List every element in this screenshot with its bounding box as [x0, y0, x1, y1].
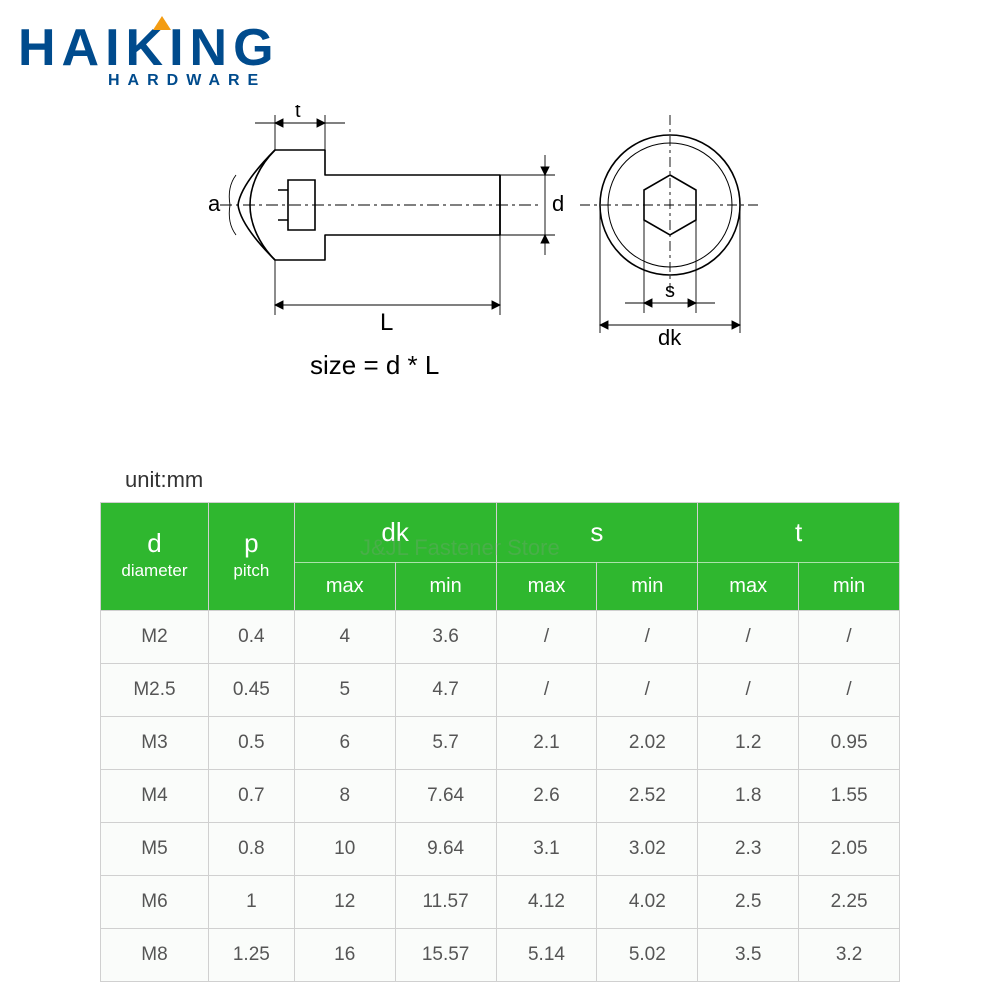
cell-s_min: /	[597, 664, 698, 717]
cell-d: M4	[101, 770, 209, 823]
logo-accent-icon	[153, 16, 171, 30]
cell-t_max: 1.8	[698, 770, 799, 823]
dim-dk-label: dk	[658, 325, 682, 350]
cell-p: 0.7	[208, 770, 294, 823]
col-p-sub: pitch	[209, 559, 294, 591]
cell-dk_max: 16	[294, 929, 395, 982]
logo-main-text: HAIKING	[18, 18, 280, 78]
cell-t_min: 1.55	[799, 770, 900, 823]
cell-s_min: /	[597, 611, 698, 664]
col-dk-max: max	[294, 563, 395, 611]
col-d-sub: diameter	[101, 559, 208, 591]
cell-s_max: 5.14	[496, 929, 597, 982]
cell-s_max: 2.1	[496, 717, 597, 770]
cell-t_min: /	[799, 611, 900, 664]
table-row: M40.787.642.62.521.81.55	[101, 770, 900, 823]
cell-d: M8	[101, 929, 209, 982]
unit-label: unit:mm	[125, 467, 203, 493]
col-d-main: d	[147, 528, 161, 558]
cell-s_min: 2.02	[597, 717, 698, 770]
col-s-min: min	[597, 563, 698, 611]
cell-s_max: /	[496, 664, 597, 717]
cell-d: M5	[101, 823, 209, 876]
dim-l-label: L	[380, 309, 393, 336]
dim-a-label: a	[208, 191, 221, 216]
dim-s-label: s	[665, 280, 675, 302]
cell-t_max: 2.3	[698, 823, 799, 876]
col-t-max: max	[698, 563, 799, 611]
dim-t-label: t	[295, 105, 301, 122]
logo-text: HAIKING	[18, 19, 280, 77]
cell-p: 0.4	[208, 611, 294, 664]
cell-p: 0.5	[208, 717, 294, 770]
cell-p: 1.25	[208, 929, 294, 982]
col-p-main: p	[244, 528, 258, 558]
table-row: M81.251615.575.145.023.53.2	[101, 929, 900, 982]
cell-s_min: 3.02	[597, 823, 698, 876]
cell-p: 0.8	[208, 823, 294, 876]
cell-dk_min: 5.7	[395, 717, 496, 770]
col-dk-min: min	[395, 563, 496, 611]
cell-dk_min: 15.57	[395, 929, 496, 982]
cell-d: M3	[101, 717, 209, 770]
cell-t_max: 3.5	[698, 929, 799, 982]
cell-p: 1	[208, 876, 294, 929]
cell-dk_max: 8	[294, 770, 395, 823]
cell-s_max: 2.6	[496, 770, 597, 823]
dim-d-label: d	[552, 191, 564, 216]
cell-d: M6	[101, 876, 209, 929]
col-s-max: max	[496, 563, 597, 611]
col-s-header: s	[496, 503, 698, 563]
cell-dk_max: 4	[294, 611, 395, 664]
cell-t_max: 1.2	[698, 717, 799, 770]
cell-s_max: 3.1	[496, 823, 597, 876]
cell-dk_max: 10	[294, 823, 395, 876]
col-t-min: min	[799, 563, 900, 611]
cell-t_min: 2.25	[799, 876, 900, 929]
cell-t_min: 2.05	[799, 823, 900, 876]
cell-dk_min: 4.7	[395, 664, 496, 717]
cell-t_max: /	[698, 664, 799, 717]
cell-dk_max: 5	[294, 664, 395, 717]
cell-t_max: /	[698, 611, 799, 664]
screw-diagram: a t L d	[200, 105, 800, 395]
col-p-header: p pitch	[208, 503, 294, 611]
cell-t_min: /	[799, 664, 900, 717]
cell-s_max: 4.12	[496, 876, 597, 929]
table-row: M30.565.72.12.021.20.95	[101, 717, 900, 770]
cell-s_min: 5.02	[597, 929, 698, 982]
col-d-header: d diameter	[101, 503, 209, 611]
cell-dk_max: 6	[294, 717, 395, 770]
table-body: M20.443.6////M2.50.4554.7////M30.565.72.…	[101, 611, 900, 982]
cell-dk_min: 3.6	[395, 611, 496, 664]
table-header: d diameter p pitch dk s t max min max mi…	[101, 503, 900, 611]
cell-d: M2.5	[101, 664, 209, 717]
cell-t_min: 3.2	[799, 929, 900, 982]
col-dk-header: dk	[294, 503, 496, 563]
table-row: M2.50.4554.7////	[101, 664, 900, 717]
cell-dk_min: 11.57	[395, 876, 496, 929]
table-row: M20.443.6////	[101, 611, 900, 664]
cell-s_max: /	[496, 611, 597, 664]
cell-s_min: 2.52	[597, 770, 698, 823]
size-formula: size = d * L	[310, 350, 439, 381]
cell-dk_max: 12	[294, 876, 395, 929]
cell-s_min: 4.02	[597, 876, 698, 929]
cell-t_max: 2.5	[698, 876, 799, 929]
cell-dk_min: 7.64	[395, 770, 496, 823]
table-row: M611211.574.124.022.52.25	[101, 876, 900, 929]
brand-logo: HAIKING HARDWARE	[18, 18, 280, 90]
cell-dk_min: 9.64	[395, 823, 496, 876]
cell-p: 0.45	[208, 664, 294, 717]
col-t-header: t	[698, 503, 900, 563]
cell-d: M2	[101, 611, 209, 664]
table-row: M50.8109.643.13.022.32.05	[101, 823, 900, 876]
cell-t_min: 0.95	[799, 717, 900, 770]
spec-table: d diameter p pitch dk s t max min max mi…	[100, 502, 900, 982]
